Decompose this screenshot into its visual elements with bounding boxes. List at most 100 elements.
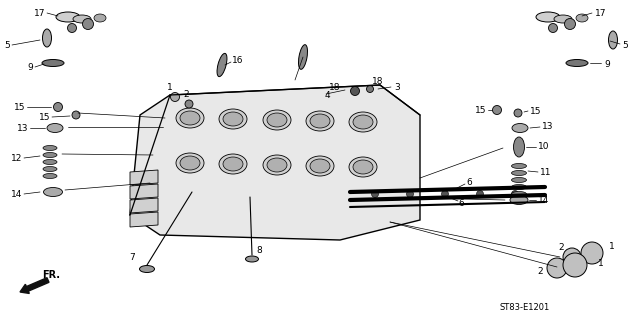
Ellipse shape [554,15,572,23]
Ellipse shape [512,178,526,182]
Text: 7: 7 [129,253,135,262]
Text: 18: 18 [372,76,384,85]
Ellipse shape [219,154,247,174]
Ellipse shape [566,60,588,67]
Ellipse shape [176,153,204,173]
Text: 6: 6 [458,198,463,207]
Ellipse shape [267,113,287,127]
Ellipse shape [139,266,155,273]
Ellipse shape [267,158,287,172]
Circle shape [563,248,581,266]
Ellipse shape [42,29,51,47]
Text: 8: 8 [256,245,262,254]
Circle shape [72,111,80,119]
Circle shape [548,23,557,33]
Text: 1: 1 [609,242,615,251]
Text: 14: 14 [538,196,550,204]
Ellipse shape [263,110,291,130]
Ellipse shape [223,157,243,171]
Text: 5: 5 [4,41,10,50]
Text: 12: 12 [11,154,22,163]
Text: 4: 4 [325,91,330,100]
Circle shape [406,190,413,197]
Ellipse shape [43,166,57,172]
Polygon shape [130,198,158,213]
Text: 6: 6 [466,178,472,187]
Ellipse shape [512,164,526,169]
Text: 9: 9 [27,62,33,71]
Circle shape [564,19,576,29]
Text: 13: 13 [16,124,28,132]
Text: 2: 2 [537,268,543,276]
Text: 1: 1 [598,260,604,268]
Text: ST83-E1201: ST83-E1201 [500,303,550,313]
Polygon shape [130,85,420,240]
Ellipse shape [512,191,526,196]
Text: 13: 13 [542,122,553,131]
Circle shape [67,23,77,33]
Text: 10: 10 [538,141,550,150]
Circle shape [563,253,587,277]
Text: 1: 1 [167,83,172,92]
Text: 17: 17 [595,9,607,18]
Ellipse shape [576,14,588,22]
Ellipse shape [263,155,291,175]
Text: FR.: FR. [42,270,60,280]
Text: 5: 5 [622,41,628,50]
Ellipse shape [42,60,64,67]
Ellipse shape [349,157,377,177]
Text: 2: 2 [183,90,189,99]
Circle shape [441,190,448,197]
Ellipse shape [349,112,377,132]
Circle shape [366,85,373,92]
Ellipse shape [310,114,330,128]
Circle shape [185,100,193,108]
Circle shape [372,190,378,197]
Text: 2: 2 [558,243,564,252]
Ellipse shape [180,156,200,170]
Circle shape [514,109,522,117]
Text: 17: 17 [34,9,45,18]
Ellipse shape [47,124,63,132]
Ellipse shape [510,196,528,204]
Ellipse shape [219,109,247,129]
Ellipse shape [536,12,560,22]
Ellipse shape [43,159,57,164]
Text: 9: 9 [604,60,610,68]
Ellipse shape [56,12,80,22]
Ellipse shape [512,171,526,175]
Circle shape [477,190,484,197]
Circle shape [581,242,603,264]
Ellipse shape [223,112,243,126]
Ellipse shape [73,15,91,23]
Text: 18: 18 [328,83,340,92]
Circle shape [547,258,567,278]
Ellipse shape [299,45,307,69]
Text: 3: 3 [394,83,400,92]
Circle shape [53,102,63,111]
Circle shape [82,19,93,29]
Ellipse shape [217,53,227,76]
Ellipse shape [94,14,106,22]
Ellipse shape [306,156,334,176]
Ellipse shape [512,124,528,132]
Text: 14: 14 [11,189,22,198]
FancyArrow shape [20,278,49,293]
Ellipse shape [176,108,204,128]
Ellipse shape [180,111,200,125]
Text: 15: 15 [474,106,486,115]
Polygon shape [130,184,158,199]
Circle shape [512,190,519,197]
Ellipse shape [245,256,259,262]
Ellipse shape [609,31,618,49]
Ellipse shape [43,146,57,150]
Text: 16: 16 [232,55,243,65]
Ellipse shape [306,111,334,131]
Ellipse shape [512,185,526,189]
Polygon shape [130,212,158,227]
Ellipse shape [514,137,524,157]
Circle shape [493,106,501,115]
Ellipse shape [43,153,57,157]
Text: 11: 11 [540,167,552,177]
Text: 15: 15 [39,113,50,122]
